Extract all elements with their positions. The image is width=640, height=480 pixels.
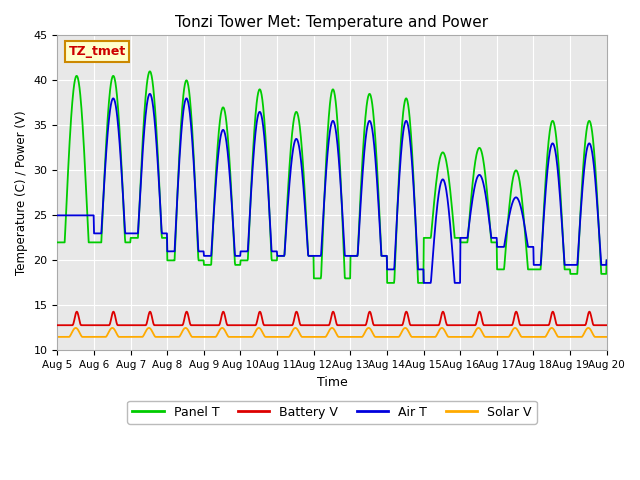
X-axis label: Time: Time — [317, 376, 348, 389]
Text: TZ_tmet: TZ_tmet — [68, 45, 125, 58]
Title: Tonzi Tower Met: Temperature and Power: Tonzi Tower Met: Temperature and Power — [175, 15, 488, 30]
Legend: Panel T, Battery V, Air T, Solar V: Panel T, Battery V, Air T, Solar V — [127, 401, 536, 424]
Y-axis label: Temperature (C) / Power (V): Temperature (C) / Power (V) — [15, 110, 28, 275]
